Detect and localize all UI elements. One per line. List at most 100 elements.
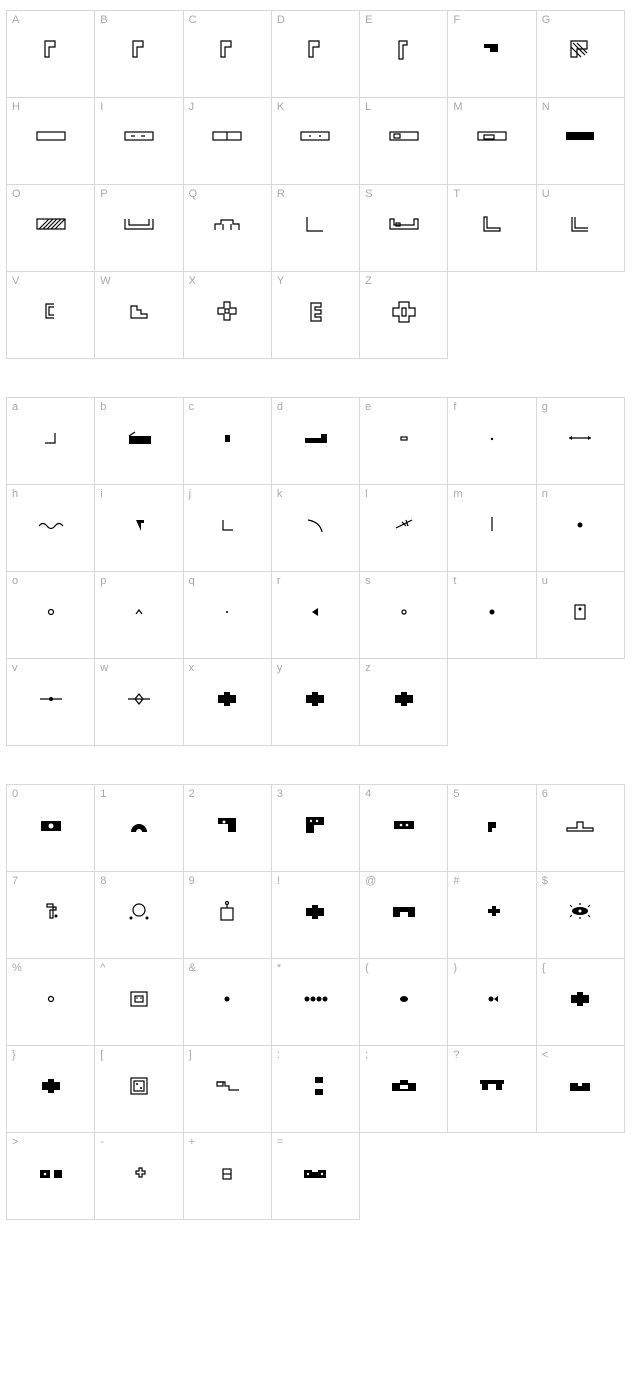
- glyph-wedge-icon: [95, 420, 182, 454]
- cell-label: W: [100, 275, 110, 287]
- empty-cell: [448, 272, 536, 358]
- glyph-corner-small-icon: [7, 420, 94, 454]
- glyph-bar-outline-icon: [7, 120, 94, 154]
- glyph-puzzle-icon: [537, 981, 624, 1015]
- glyph-cell: n: [537, 485, 625, 572]
- glyph-box-small-icon: [184, 1155, 271, 1189]
- glyph-cell: d: [272, 398, 360, 485]
- glyph-bar-ticks-icon: [272, 120, 359, 154]
- cell-label: h: [12, 488, 18, 500]
- cell-label: G: [542, 14, 551, 26]
- glyph-stepped-icon: [95, 294, 182, 328]
- glyph-cell: t: [448, 572, 536, 659]
- glyph-cell: ;: [360, 1046, 448, 1133]
- glyph-chip-icon: [95, 981, 182, 1015]
- glyph-cell: @: [360, 872, 448, 959]
- grid-uppercase: ABCDEFGHIJKLMNOPQRSTUVWXYZ: [6, 10, 625, 359]
- cell-label: 7: [12, 875, 18, 887]
- glyph-step-small-icon: [448, 807, 535, 841]
- glyph-ring-tiny-icon: [7, 981, 94, 1015]
- glyph-box-dot-icon: [537, 594, 624, 628]
- glyph-cell: E: [360, 11, 448, 98]
- glyph-line-dot-icon: [7, 681, 94, 715]
- glyph-dot-small-icon: [448, 420, 535, 454]
- glyph-cell: x: [184, 659, 272, 746]
- glyph-cell: j: [184, 485, 272, 572]
- cell-label: ;: [365, 1049, 368, 1061]
- glyph-cell: H: [7, 98, 95, 185]
- glyph-cell: 1: [95, 785, 183, 872]
- glyph-block-dots-icon: [272, 807, 359, 841]
- glyph-block-split-icon: [7, 1155, 94, 1189]
- glyph-cell: *: [272, 959, 360, 1046]
- cell-label: !: [277, 875, 280, 887]
- glyph-tetris-e-icon: [272, 294, 359, 328]
- glyph-block-corner-icon: [448, 33, 535, 67]
- cell-label: U: [542, 188, 550, 200]
- cell-label: #: [453, 875, 459, 887]
- glyph-cell: [: [95, 1046, 183, 1133]
- glyph-cell: 3: [272, 785, 360, 872]
- glyph-bridge-solid-icon: [360, 1068, 447, 1102]
- empty-cell: [360, 1133, 448, 1219]
- glyph-puzzle-icon: [7, 1068, 94, 1102]
- glyph-cell: h: [7, 485, 95, 572]
- glyph-cell: p: [95, 572, 183, 659]
- glyph-bar-flag-icon: [272, 420, 359, 454]
- glyph-cell: o: [7, 572, 95, 659]
- cell-label: S: [365, 188, 372, 200]
- glyph-dot-oval-icon: [360, 981, 447, 1015]
- cell-label: ): [453, 962, 457, 974]
- glyph-cell: X: [184, 272, 272, 359]
- glyph-cell: C: [184, 11, 272, 98]
- cell-label: V: [12, 275, 19, 287]
- cell-label: {: [542, 962, 546, 974]
- glyph-cell: J: [184, 98, 272, 185]
- cell-label: k: [277, 488, 283, 500]
- glyph-dot-icon: [448, 594, 535, 628]
- grid-lowercase: abcdefghijklmnopqrstuvwxyz: [6, 397, 625, 746]
- glyph-dot-icon: [184, 981, 271, 1015]
- cell-label: (: [365, 962, 369, 974]
- cell-label: i: [100, 488, 102, 500]
- cell-label: l: [365, 488, 367, 500]
- glyph-arch-icon: [95, 807, 182, 841]
- cell-label: t: [453, 575, 456, 587]
- glyph-cell: R: [272, 185, 360, 272]
- glyph-eye-icon: [537, 894, 624, 928]
- cell-label: x: [189, 662, 195, 674]
- cell-label: r: [277, 575, 281, 587]
- glyph-gate-two-icon: [272, 1155, 359, 1189]
- glyph-puzzle-icon: [360, 681, 447, 715]
- glyph-cell: e: [360, 398, 448, 485]
- glyph-cell: $: [537, 872, 625, 959]
- empty-cell: [448, 1133, 536, 1219]
- glyph-cell: ): [448, 959, 536, 1046]
- glyph-plus-block-icon: [448, 894, 535, 928]
- glyph-ell-thick-icon: [448, 207, 535, 241]
- glyph-cell: Y: [272, 272, 360, 359]
- cell-label: }: [12, 1049, 16, 1061]
- cell-label: m: [453, 488, 462, 500]
- empty-cell: [537, 1133, 625, 1219]
- glyph-cell: {: [537, 959, 625, 1046]
- cell-label: [: [100, 1049, 103, 1061]
- glyph-cell: K: [272, 98, 360, 185]
- glyph-bar-notch-icon: [360, 120, 447, 154]
- glyph-bridge-icon: [184, 207, 271, 241]
- glyph-wave-icon: [7, 507, 94, 541]
- cell-label: q: [189, 575, 195, 587]
- glyph-cell: ?: [448, 1046, 536, 1133]
- cell-label: g: [542, 401, 548, 413]
- cell-label: f: [453, 401, 456, 413]
- glyph-cell: F: [448, 11, 536, 98]
- cell-label: >: [12, 1136, 18, 1148]
- glyph-cell: f: [448, 398, 536, 485]
- glyph-hook-icon: [95, 507, 182, 541]
- cell-label: -: [100, 1136, 104, 1148]
- glyph-dash-icon: [360, 420, 447, 454]
- cell-label: L: [365, 101, 371, 113]
- glyph-dot-faint-icon: [184, 594, 271, 628]
- cell-label: A: [12, 14, 19, 26]
- cell-label: E: [365, 14, 372, 26]
